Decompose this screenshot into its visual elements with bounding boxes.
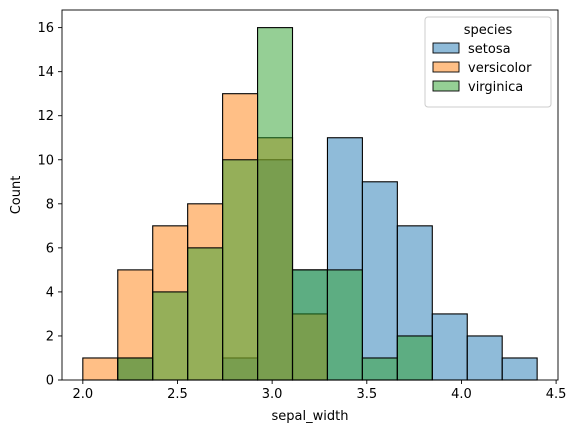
x-axis-label: sepal_width xyxy=(272,409,349,424)
bar-virginica-bin-4 xyxy=(222,159,259,381)
y-tick-label: 8 xyxy=(46,197,54,212)
bar-setosa-bin-12 xyxy=(501,357,538,381)
x-tick-label: 2.5 xyxy=(167,387,188,402)
y-tick-label: 2 xyxy=(46,329,54,344)
x-tick-label: 4.5 xyxy=(546,387,567,402)
bar-setosa-bin-8 xyxy=(361,181,398,381)
legend-swatch-virginica xyxy=(432,80,460,92)
legend-swatch-versicolor xyxy=(432,61,460,73)
y-tick-label: 4 xyxy=(46,285,54,300)
legend-swatch-setosa xyxy=(432,42,460,54)
y-tick-label: 10 xyxy=(37,153,54,168)
bar-virginica-bin-7 xyxy=(326,269,363,381)
bar-virginica-bin-9 xyxy=(396,335,433,381)
plot-frame xyxy=(61,9,559,381)
y-tick-label: 0 xyxy=(46,374,54,389)
bar-virginica-bin-2 xyxy=(152,291,189,381)
x-tick-label: 3.5 xyxy=(356,387,377,402)
legend-label-versicolor: versicolor xyxy=(468,61,532,76)
legend-title: species xyxy=(464,23,513,38)
bar-virginica-bin-1 xyxy=(117,357,154,381)
x-tick-label: 3.0 xyxy=(262,387,283,402)
y-tick-label: 14 xyxy=(37,65,54,80)
legend-items: setosa versicolor virginica xyxy=(432,42,532,95)
bar-setosa-bin-10 xyxy=(431,313,468,381)
y-axis: 0 2 4 6 8 10 12 14 16 xyxy=(37,21,62,389)
bar-versicolor-bin-0 xyxy=(82,357,119,381)
bars-layer xyxy=(82,27,538,381)
legend-label-virginica: virginica xyxy=(468,80,523,95)
y-tick-label: 16 xyxy=(37,21,54,36)
bar-setosa-bin-11 xyxy=(466,335,503,381)
bar-virginica-bin-6 xyxy=(291,269,329,381)
x-tick-label: 2.0 xyxy=(72,387,93,402)
y-tick-label: 12 xyxy=(37,109,54,124)
bar-virginica-bin-8 xyxy=(361,357,398,381)
legend-label-setosa: setosa xyxy=(468,42,511,57)
x-tick-label: 4.0 xyxy=(451,387,472,402)
bar-virginica-bin-5 xyxy=(257,27,294,381)
bar-virginica-bin-3 xyxy=(187,247,224,381)
legend: species setosa versicolor virginica xyxy=(424,16,552,108)
x-axis: 2.0 2.5 3.0 3.5 4.0 4.5 xyxy=(72,380,566,402)
y-axis-label: Count xyxy=(9,176,24,215)
y-tick-label: 6 xyxy=(46,241,54,256)
